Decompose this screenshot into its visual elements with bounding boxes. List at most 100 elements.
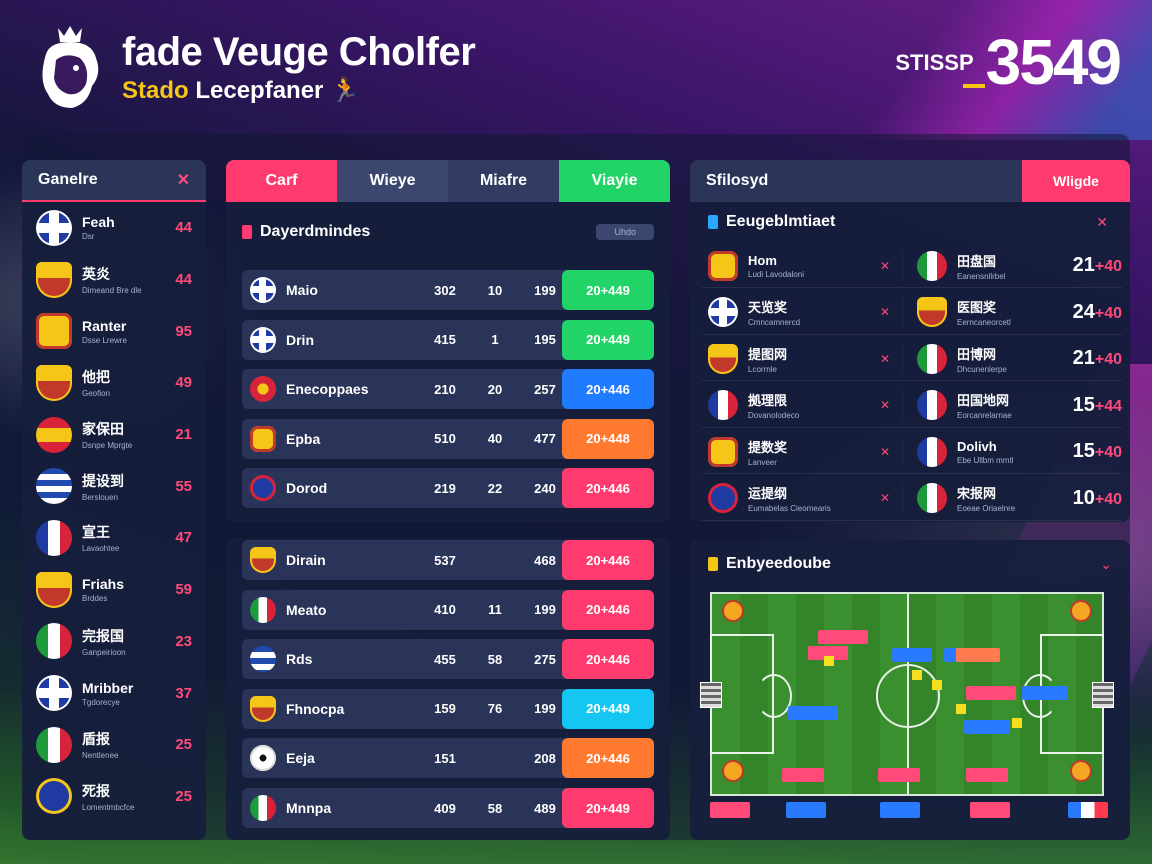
table-row[interactable]: Epba 510 40 477 20+448 [242,418,654,459]
action-button[interactable]: 20+446 [562,468,654,509]
match-row[interactable]: Hom Ludi Lavodaloni ✕ 田盘国 Eanensnllrbel 21+40 [702,244,1122,288]
versus-icon: ✕ [879,398,890,412]
fixtures-header-right[interactable]: Wligde [1022,160,1130,202]
player-marker[interactable] [818,630,868,644]
uk-flag-icon [250,277,276,303]
sidebar-item[interactable]: 家保田 Dsnpe Mprgte 21 [22,409,206,461]
tab-wieye[interactable]: Wieye [337,160,448,202]
yellow-marker [912,670,922,680]
close-icon[interactable]: ✕ [1096,213,1108,230]
team-name: Rds [286,651,313,668]
section-marker-icon [708,215,718,229]
close-icon[interactable]: ✕ [176,172,190,189]
match-row[interactable]: 天览奖 Cmncamnercd ✕ 医图奖 Eerncaneorcetl 24+40 [702,291,1122,335]
tab-viayie[interactable]: Viayie [559,160,670,202]
bench-player-marker[interactable] [1068,802,1108,818]
player-marker[interactable] [966,768,1008,782]
sidebar-item-value: 25 [175,736,192,754]
action-button[interactable]: 20+449 [562,319,654,360]
player-marker[interactable] [1022,686,1068,700]
chevron-down-icon[interactable]: ⌄ [1100,555,1112,572]
stat-col-1: 159 [434,701,456,717]
table-row[interactable]: Maio 302 10 199 20+449 [242,270,654,310]
sidebar-item-sub: Nentlenee [82,751,119,761]
sidebar-item[interactable]: 完报国 Ganpeirioon 23 [22,616,206,668]
sidebar-item[interactable]: Friahs Brddes 59 [22,564,206,616]
match-row[interactable]: 拠理限 Dovanolodeco ✕ 田国地网 Eorcanrelarnae 15+44 [702,384,1122,428]
team-crest-icon [1070,760,1092,782]
home-team-sub: Ludi Lavodaloni [748,269,805,279]
player-marker[interactable] [966,686,1016,700]
player-marker[interactable] [788,706,838,720]
bench-player-marker[interactable] [970,802,1010,818]
sidebar-item[interactable]: 盾报 Nentlenee 25 [22,719,206,771]
sidebar-item-sub: Geofion [82,389,111,399]
stat-col-1: 415 [434,332,456,348]
action-button[interactable]: 20+446 [562,738,654,779]
sidebar-item[interactable]: Feah Dsr 44 [22,202,206,254]
player-marker[interactable] [892,648,932,662]
action-button[interactable]: 20+449 [562,788,654,828]
table-row[interactable]: Enecoppaes 210 20 257 20+446 [242,369,654,410]
sidebar-item[interactable]: 宣王 Lavaohtee 47 [22,512,206,564]
score-delta: +44 [1094,397,1122,415]
tab-carf[interactable]: Carf [226,160,337,202]
home-text: 提图网 Lcorrnle [748,344,880,374]
sidebar-item-text: 家保田 Dsnpe Mprgte [82,419,175,450]
table-row[interactable]: Fhnocpa 159 76 199 20+449 [242,688,654,729]
action-button[interactable]: 20+448 [562,418,654,459]
sidebar-item[interactable]: 英炎 Dimeand Bre dle 44 [22,254,206,306]
action-button[interactable]: 20+449 [562,270,654,310]
table-row[interactable]: Rds 455 58 275 20+446 [242,639,654,680]
match-row[interactable]: 运提纲 Eumabelas Cieomearis ✕ 宋报网 Eoeae Oriaeln… [702,477,1122,521]
bench-player-marker[interactable] [710,802,750,818]
italy-flag-icon [917,250,947,281]
sidebar-item-value: 55 [175,477,192,495]
score-delta: +40 [1094,258,1122,275]
table-row[interactable]: Mnnpa 409 58 489 20+449 [242,788,654,828]
sidebar-item[interactable]: Mribber Tgdorecye 37 [22,667,206,719]
bench-player-marker[interactable] [786,802,826,818]
action-button[interactable]: 20+449 [562,688,654,729]
sidebar-item-text: 提设到 Berslouen [82,471,175,502]
bench-player-marker[interactable] [880,802,920,818]
table-row[interactable]: Dirain 537 468 20+446 [242,540,654,580]
score-number: 21 [1072,254,1095,276]
team-name: Mnnpa [286,800,332,816]
player-marker[interactable] [964,720,1010,734]
player-marker[interactable] [878,768,920,782]
table-row[interactable]: Dorod 219 22 240 20+446 [242,468,654,509]
home-text: 拠理限 Dovanolodeco [748,390,880,420]
fixtures-header-left[interactable]: Sfilosyd [706,172,769,189]
france-flag-icon [708,390,738,420]
action-button[interactable]: 20+446 [562,540,654,580]
action-button[interactable]: 20+446 [562,639,654,680]
sidebar-item[interactable]: 提设到 Berslouen 55 [22,460,206,512]
away-text: 田国地网 Eorcanrelarnae [957,390,1073,420]
match-row[interactable]: 提数奖 Lanveer ✕ Dolivh Ebe Ullbm mmtl 15+40 [702,430,1122,474]
match-row[interactable]: 提图网 Lcorrnle ✕ 田博网 Dhcunenlerpe 21+40 [702,337,1122,381]
action-button[interactable]: 20+446 [562,589,654,630]
player-marker[interactable] [782,768,824,782]
match-away: Dolivh Ebe Ullbm mmtl 15+40 [902,436,1122,467]
home-team-sub: Dovanolodeco [748,411,800,420]
sidebar-item[interactable]: 死报 Lomentmbcfce 25 [22,771,206,823]
versus-icon: ✕ [879,258,890,273]
sidebar-item[interactable]: Ranter Dsse Lrewre 95 [22,305,206,357]
table-row[interactable]: Drin 415 1 195 20+449 [242,319,654,360]
tab-miafre[interactable]: Miafre [448,160,559,202]
table-row[interactable]: Eeja 151 208 20+446 [242,738,654,779]
player-marker[interactable] [808,646,848,660]
home-team-name: 运提纲 [748,486,788,501]
league-lion-logo-icon[interactable] [36,24,104,112]
yellow-marker [824,656,834,666]
player-marker[interactable] [956,648,1000,662]
yellow-marker [1012,718,1022,728]
filter-pill[interactable]: Uhdo [596,224,654,240]
table-row[interactable]: Meato 410 11 199 20+446 [242,589,654,630]
sidebar-item[interactable]: 他把 Geofion 49 [22,357,206,409]
stat-col-3: 208 [534,750,556,766]
standings-panel: Carf Wieye Miafre Viayie Dayerdmindes Uh… [226,160,670,522]
action-button[interactable]: 20+446 [562,369,654,410]
italy-flag-icon [250,596,276,623]
